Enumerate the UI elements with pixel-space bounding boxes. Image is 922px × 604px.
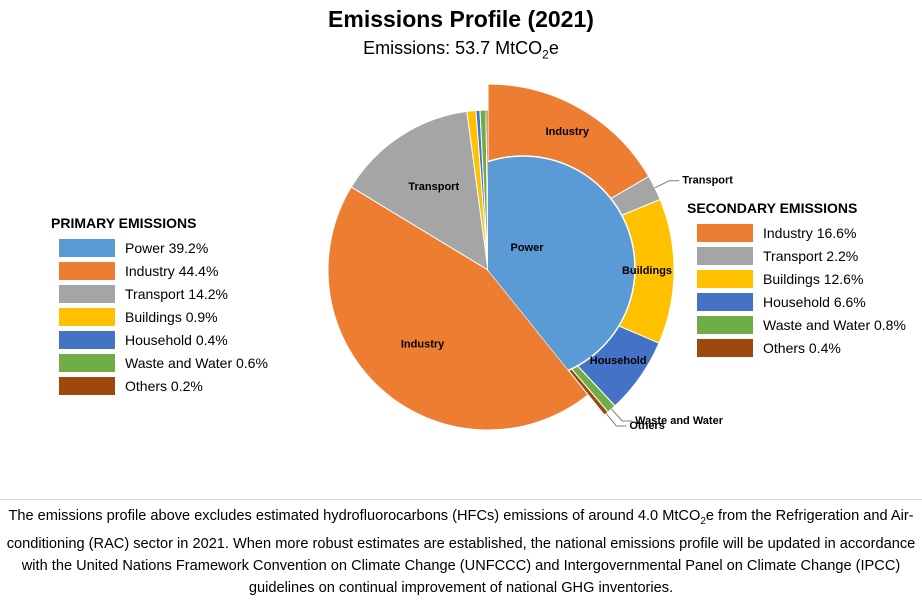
- legend-label: Buildings 0.9%: [125, 308, 218, 325]
- legend-swatch: [697, 292, 753, 311]
- leader-line-waste-and-water: [611, 408, 633, 422]
- primary-legend: PRIMARY EMISSIONS Power 39.2% Industry 44…: [51, 215, 268, 397]
- label-primary-power: Power: [510, 242, 544, 254]
- subtitle-prefix: Emissions: 53.7 MtCO: [363, 38, 543, 58]
- legend-item: Household 6.6%: [697, 290, 906, 313]
- legend-item: Others 0.4%: [697, 336, 906, 359]
- legend-item: Industry 44.4%: [59, 259, 268, 282]
- legend-item: Others 0.2%: [59, 374, 268, 397]
- label-secondary-household: Household: [590, 355, 647, 367]
- legend-item: Household 0.4%: [59, 328, 268, 351]
- pie-slice-primary-transport: [350, 110, 489, 271]
- legend-label: Waste and Water 0.8%: [763, 316, 906, 333]
- legend-label: Transport 2.2%: [763, 247, 859, 264]
- footnote-divider: [0, 499, 922, 500]
- legend-swatch: [59, 261, 115, 280]
- legend-label: Household 6.6%: [763, 293, 866, 310]
- leader-line-transport: [654, 180, 680, 189]
- footnote-part2: e from the Refrigeration and Air-conditi…: [6, 508, 916, 596]
- legend-swatch: [697, 269, 753, 288]
- legend-item: Power 39.2%: [59, 236, 268, 259]
- legend-label: Industry 16.6%: [763, 224, 857, 241]
- legend-label: Industry 44.4%: [125, 262, 219, 279]
- legend-label: Power 39.2%: [125, 239, 209, 256]
- leader-line-others: [605, 413, 627, 427]
- legend-item: Transport 2.2%: [697, 244, 906, 267]
- legend-swatch: [59, 353, 115, 372]
- legend-label: Buildings 12.6%: [763, 270, 864, 287]
- secondary-legend-items: Industry 16.6% Transport 2.2% Buildings 12…: [687, 221, 906, 359]
- label-secondary-transport: Transport: [682, 175, 733, 187]
- legend-item: Industry 16.6%: [697, 221, 906, 244]
- legend-item: Waste and Water 0.6%: [59, 351, 268, 374]
- subtitle-suffix: e: [548, 38, 559, 58]
- label-primary-transport: Transport: [408, 181, 459, 193]
- legend-swatch: [697, 338, 753, 357]
- legend-swatch: [697, 246, 753, 265]
- legend-label: Others 0.2%: [125, 377, 203, 394]
- pie-slice-primary-industry: [327, 186, 589, 431]
- chart-subtitle: Emissions: 53.7 MtCO2e: [0, 38, 922, 62]
- legend-swatch: [59, 376, 115, 395]
- emissions-pie-chart: Power Industry Transport Industry Transport B…: [327, 83, 733, 432]
- legend-swatch: [697, 223, 753, 242]
- label-secondary-buildings: Buildings: [622, 265, 672, 277]
- legend-swatch: [59, 330, 115, 349]
- subtitle-subscript: 2: [542, 47, 549, 62]
- footnote-subscript: 2: [700, 515, 706, 527]
- secondary-legend: SECONDARY EMISSIONS Industry 16.6% Transp…: [687, 200, 906, 359]
- legend-item: Buildings 12.6%: [697, 267, 906, 290]
- legend-item: Transport 14.2%: [59, 282, 268, 305]
- legend-label: Others 0.4%: [763, 339, 841, 356]
- legend-label: Transport 14.2%: [125, 285, 228, 302]
- primary-legend-title: PRIMARY EMISSIONS: [51, 215, 197, 231]
- legend-label: Waste and Water 0.6%: [125, 354, 268, 371]
- legend-label: Household 0.4%: [125, 331, 228, 348]
- legend-swatch: [59, 284, 115, 303]
- label-secondary-waste-and-water: Waste and Water: [635, 415, 724, 427]
- primary-legend-items: Power 39.2% Industry 44.4% Transport 14.2%…: [51, 236, 268, 397]
- legend-item: Waste and Water 0.8%: [697, 313, 906, 336]
- label-primary-industry: Industry: [401, 338, 445, 350]
- label-secondary-industry: Industry: [546, 126, 590, 138]
- secondary-legend-title: SECONDARY EMISSIONS: [687, 200, 858, 216]
- legend-swatch: [59, 238, 115, 257]
- chart-title: Emissions Profile (2021): [328, 6, 594, 32]
- legend-swatch: [697, 315, 753, 334]
- footnote-part1: The emissions profile above excludes est…: [8, 508, 701, 524]
- legend-swatch: [59, 307, 115, 326]
- footnote: The emissions profile above excludes est…: [4, 505, 918, 599]
- label-secondary-others: Others: [629, 420, 664, 432]
- legend-item: Buildings 0.9%: [59, 305, 268, 328]
